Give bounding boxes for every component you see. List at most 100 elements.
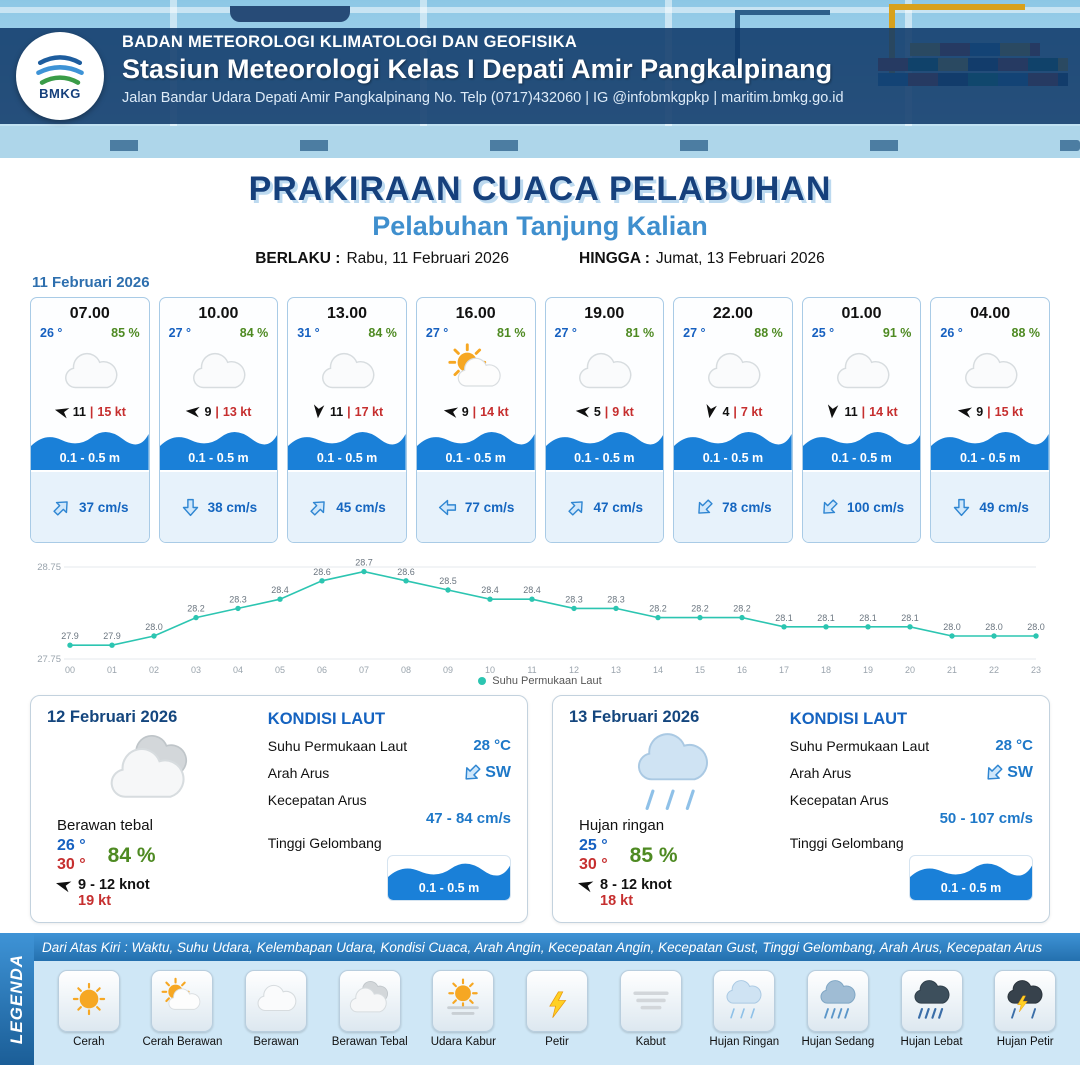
air-temperature: 31 ° bbox=[297, 326, 320, 340]
ship-silhouette bbox=[230, 6, 350, 22]
current-speed: 38 cm/s bbox=[207, 499, 258, 515]
hourly-card: 04.00 26 ° 88 % 9 | 15 kt 0.1 - 0.5 m 49… bbox=[930, 297, 1050, 543]
svg-text:21: 21 bbox=[947, 665, 957, 675]
humidity: 81 % bbox=[497, 326, 526, 340]
svg-text:16: 16 bbox=[737, 665, 747, 675]
hourly-forecast-section: 11 Februari 2026 07.00 26 ° 85 % 11 | 15… bbox=[0, 268, 1080, 543]
wind-speed: 4 bbox=[722, 404, 730, 419]
header-band bbox=[0, 28, 1080, 124]
time-label: 19.00 bbox=[584, 305, 625, 322]
wind-speed: 9 bbox=[204, 404, 212, 419]
sst-label: Suhu Permukaan Laut bbox=[789, 737, 930, 754]
temperature-block: 26 ° 30 ° 84 % bbox=[57, 837, 256, 874]
forecast-date: 11 Februari 2026 bbox=[32, 274, 150, 291]
wind-row: 11 | 15 kt bbox=[31, 404, 149, 419]
daily-date: 12 Februari 2026 bbox=[47, 708, 178, 726]
humidity: 91 % bbox=[882, 326, 912, 340]
svg-text:28.6: 28.6 bbox=[397, 567, 415, 577]
humidity: 88 % bbox=[754, 326, 783, 340]
svg-text:04: 04 bbox=[233, 665, 243, 675]
legend-main: Dari Atas Kiri : Waktu, Suhu Udara, Kele… bbox=[34, 933, 1080, 1065]
svg-text:18: 18 bbox=[821, 665, 831, 675]
station-address: Jalan Bandar Udara Depati Amir Pangkalpi… bbox=[122, 90, 844, 106]
svg-text:28.4: 28.4 bbox=[523, 585, 541, 595]
humidity: 84 % bbox=[107, 843, 156, 867]
svg-text:28.5: 28.5 bbox=[439, 576, 457, 586]
station-name: Stasiun Meteorologi Kelas I Depati Amir … bbox=[122, 54, 833, 84]
wind-row: 11 | 17 kt bbox=[288, 404, 406, 419]
wind-row: 9 | 13 kt bbox=[160, 404, 278, 419]
wind-row: 5 | 9 kt bbox=[546, 404, 664, 419]
wind-separator: | bbox=[733, 404, 737, 419]
wind-separator: | bbox=[987, 404, 991, 419]
wind-direction-icon bbox=[311, 404, 326, 419]
validity-until: HINGGA : Jumat, 13 Februari 2026 bbox=[579, 250, 825, 268]
wind-gust: 15 kt bbox=[994, 404, 1024, 419]
time-label: 10.00 bbox=[198, 305, 239, 322]
current-row: 100 cm/s bbox=[802, 470, 921, 542]
current-speed: 49 cm/s bbox=[979, 499, 1029, 515]
wind-direction-icon bbox=[443, 404, 458, 419]
legend-label: Berawan Tebal bbox=[331, 1036, 408, 1048]
wind-gust: 15 kt bbox=[97, 404, 126, 419]
legend-label: Hujan Lebat bbox=[900, 1036, 963, 1048]
weather-berawan-tebal-icon bbox=[105, 725, 197, 817]
svg-text:28.2: 28.2 bbox=[649, 604, 667, 614]
legend-label: Cerah bbox=[73, 1036, 105, 1048]
temp-max: 30 ° bbox=[579, 856, 608, 873]
sea-conditions-title: KONDISI LAUT bbox=[267, 710, 386, 728]
legend-tile bbox=[525, 970, 588, 1032]
svg-text:00: 00 bbox=[65, 665, 75, 675]
svg-text:28.6: 28.6 bbox=[313, 567, 331, 577]
hingga-label: HINGGA : bbox=[579, 250, 650, 267]
wind-direction-icon bbox=[55, 877, 72, 893]
current-row: 47 cm/s bbox=[545, 470, 664, 542]
wind-gust: 13 kt bbox=[222, 404, 252, 419]
port-name: Pelabuhan Tanjung Kalian bbox=[372, 211, 708, 241]
svg-text:28.2: 28.2 bbox=[691, 604, 709, 614]
svg-text:28.0: 28.0 bbox=[943, 622, 961, 632]
svg-text:03: 03 bbox=[191, 665, 201, 675]
wind-separator: | bbox=[604, 404, 609, 419]
svg-text:08: 08 bbox=[401, 665, 411, 675]
wind-direction-icon bbox=[703, 403, 718, 419]
weather-berawan-icon bbox=[674, 340, 792, 404]
current-direction-icon bbox=[951, 497, 972, 518]
legend-item: Petir bbox=[512, 970, 602, 1061]
legend-label: Hujan Sedang bbox=[801, 1036, 875, 1048]
legend-tile bbox=[245, 970, 308, 1032]
wind-speed: 11 bbox=[844, 404, 858, 419]
wave-height-band: 0.1 - 0.5 m bbox=[802, 424, 921, 470]
wave-height: 0.1 - 0.5 m bbox=[574, 451, 635, 465]
berawan-tebal-icon bbox=[347, 976, 393, 1027]
current-speed-label: Kecepatan Arus bbox=[789, 792, 889, 808]
time-label: 07.00 bbox=[69, 305, 110, 322]
hujan-ringan-icon bbox=[721, 976, 767, 1027]
sst-label: Suhu Permukaan Laut bbox=[267, 737, 408, 754]
time-label: 01.00 bbox=[841, 305, 882, 322]
svg-text:05: 05 bbox=[275, 665, 285, 675]
wind-row: 9 | 14 kt bbox=[417, 404, 535, 419]
wave-height-band: 0.1 - 0.5 m bbox=[159, 424, 278, 470]
wave-height: 0.1 - 0.5 m bbox=[188, 451, 249, 465]
hourly-card: 16.00 27 ° 81 % 9 | 14 kt 0.1 - 0.5 m 77… bbox=[415, 297, 536, 543]
time-label: 16.00 bbox=[455, 305, 496, 322]
wave-height-label: Tinggi Gelombang bbox=[789, 835, 904, 851]
hourly-card: 07.00 26 ° 85 % 11 | 15 kt 0.1 - 0.5 m 3… bbox=[30, 297, 150, 543]
current-row: 37 cm/s bbox=[31, 470, 149, 542]
wave-height-band: 0.1 - 0.5 m bbox=[674, 424, 792, 470]
hujan-lebat-icon bbox=[909, 976, 955, 1027]
chart-legend: Suhu Permukaan Laut bbox=[26, 675, 1054, 687]
svg-text:19: 19 bbox=[863, 665, 873, 675]
petir-icon bbox=[534, 976, 580, 1027]
legend-item: Berawan bbox=[231, 970, 321, 1061]
svg-text:28.2: 28.2 bbox=[187, 604, 205, 614]
daily-date: 13 Februari 2026 bbox=[569, 708, 700, 726]
svg-text:27.9: 27.9 bbox=[61, 631, 79, 641]
legend-item: Hujan Lebat bbox=[887, 970, 977, 1061]
hujan-sedang-icon bbox=[815, 976, 861, 1027]
humidity: 88 % bbox=[1011, 326, 1041, 340]
hourly-card: 19.00 27 ° 81 % 5 | 9 kt 0.1 - 0.5 m 47 … bbox=[544, 297, 665, 543]
dock-strip bbox=[0, 126, 1080, 158]
current-row: 77 cm/s bbox=[416, 470, 535, 542]
